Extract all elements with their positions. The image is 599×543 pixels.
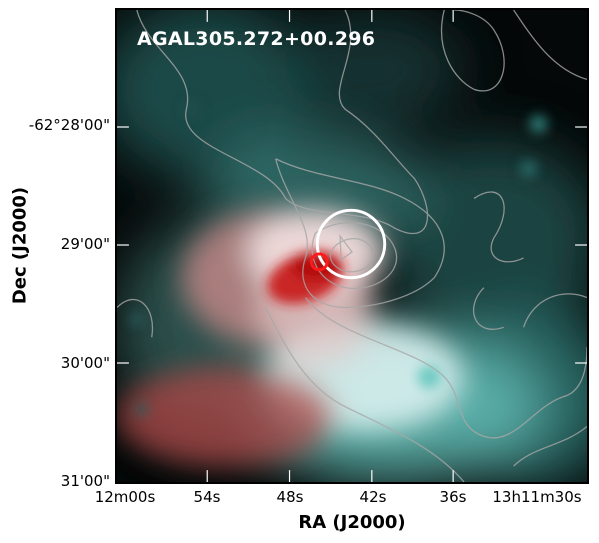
tick-marks: [117, 10, 587, 482]
point-sources: [130, 101, 548, 416]
x-tick-label: 54s: [193, 488, 221, 506]
x-tick-label: 48s: [276, 488, 304, 506]
source-name-label: AGAL305.272+00.296: [137, 28, 376, 50]
y-tick-label: -62°28'00": [28, 116, 110, 134]
image-panel: AGAL305.272+00.296: [115, 8, 589, 484]
x-tick-label: 36s: [439, 488, 467, 506]
y-tick-label: 30'00": [60, 354, 110, 372]
beam-circle-marker: [315, 208, 387, 280]
x-axis-label: RA (J2000): [298, 512, 406, 533]
y-tick-label: 29'00": [60, 235, 110, 253]
x-tick-label: 13h11m30s: [492, 488, 582, 506]
x-tick-label: 12m00s: [94, 488, 156, 506]
source-position-marker: [309, 252, 329, 272]
y-tick-label: 31'00": [60, 472, 110, 490]
x-tick-label: 42s: [359, 488, 387, 506]
y-axis-label: Dec (J2000): [9, 186, 31, 305]
contours: [117, 10, 587, 482]
composite-sky-image: [117, 10, 587, 482]
